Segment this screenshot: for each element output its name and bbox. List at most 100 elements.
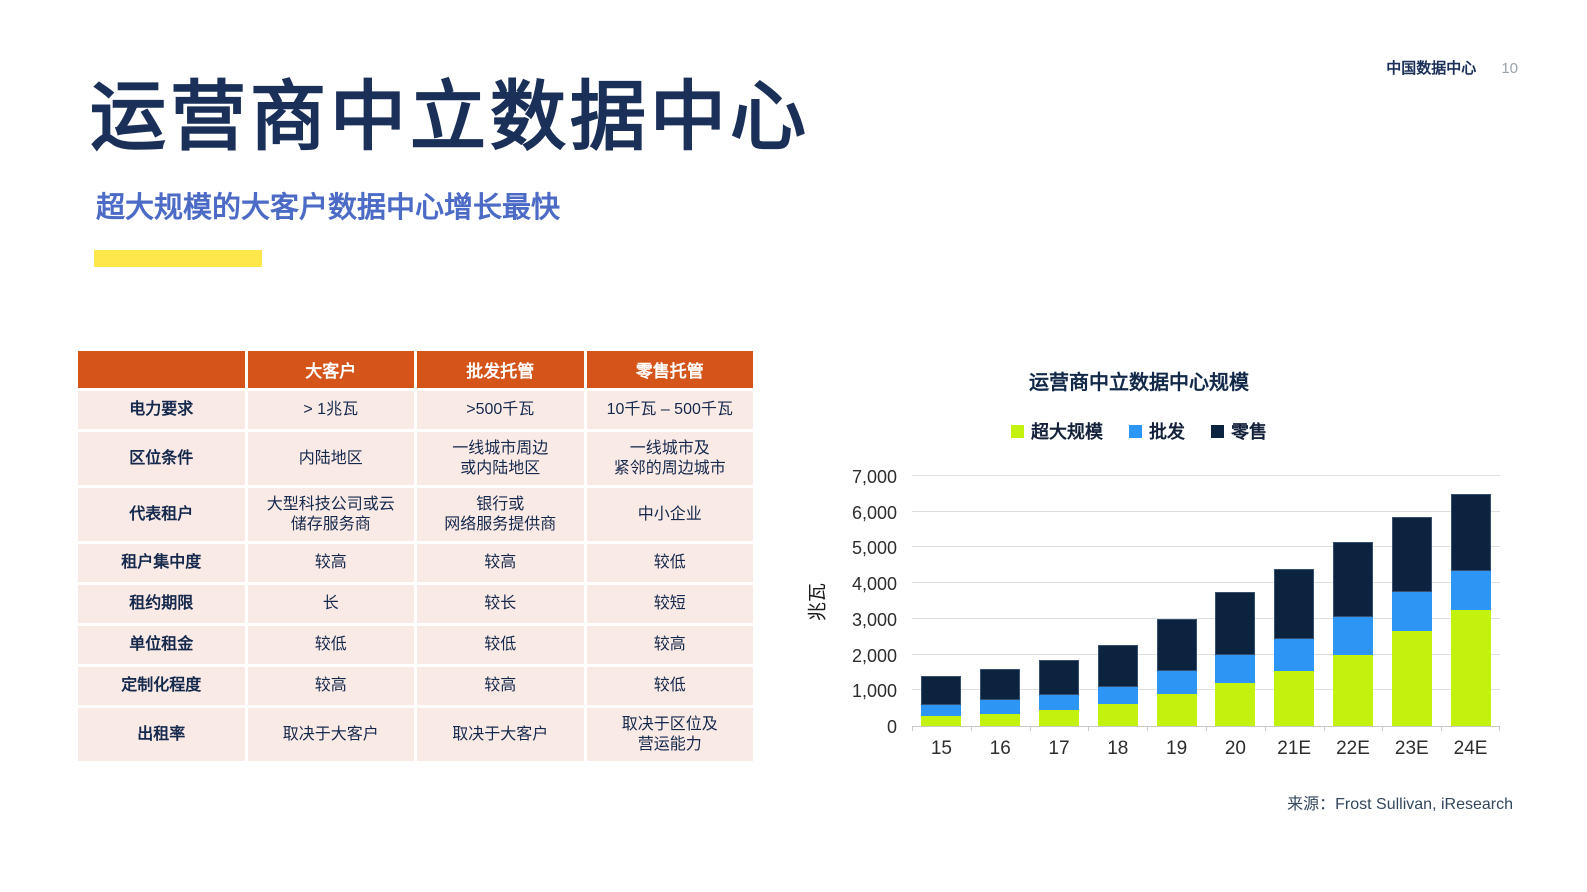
bar-segment-超大规模 [1097, 703, 1138, 726]
table-cell: 大型科技公司或云 储存服务商 [247, 488, 414, 542]
bar-16 [980, 669, 1021, 726]
gridline [912, 475, 1500, 476]
table-cell: 中小企业 [586, 488, 753, 542]
legend-label: 超大规模 [1031, 422, 1103, 442]
legend-label: 批发 [1149, 422, 1185, 442]
table-cell: 一线城市及 紧邻的周边城市 [586, 432, 753, 486]
bar-17 [1039, 659, 1079, 726]
table-row-label: 电力要求 [78, 391, 245, 429]
table-cell: 较长 [417, 585, 584, 624]
axis-tick [1147, 726, 1149, 731]
bar-segment-批发 [1391, 592, 1432, 632]
table-col-header: 零售托管 [586, 351, 753, 388]
bar-segment-批发 [1450, 570, 1491, 610]
bar-segment-超大规模 [1333, 654, 1373, 726]
y-axis-ticks: 0 1,000 2,000 3,000 4,000 5,000 6,000 7,000 [788, 467, 897, 737]
table-row-label: 区位条件 [78, 432, 245, 486]
axis-tick [1323, 726, 1325, 731]
bar-segment-超大规模 [1450, 609, 1491, 726]
table-cell: 取决于区位及 营运能力 [586, 708, 753, 762]
x-tick-label: 19 [1166, 738, 1188, 759]
y-tick-label: 3,000 [851, 609, 897, 630]
axis-tick [1029, 726, 1031, 731]
table-row-label: 租约期限 [78, 585, 245, 624]
bar-18 [1097, 644, 1138, 726]
bar-segment-批发 [1097, 687, 1138, 704]
table-row-label: 定制化程度 [78, 667, 245, 706]
chart-plot: 15 16 17 18 19 20 21E 22E 23E 24E [912, 475, 1500, 759]
bar-segment-批发 [1039, 695, 1079, 710]
table-cell: 较低 [586, 667, 753, 706]
y-tick-label: 0 [886, 717, 897, 737]
y-tick-label: 4,000 [851, 574, 897, 595]
y-tick-label: 6,000 [851, 502, 897, 523]
bar-segment-超大规模 [1156, 693, 1197, 726]
chart: 运营商中立数据中心规模 超大规模 批发 零售 兆瓦 0 1,000 2,000 3,000… [788, 358, 1500, 788]
y-tick-label: 5,000 [851, 538, 897, 559]
document-header: 中国数据中心 10 [1386, 57, 1518, 78]
bar-22E [1333, 542, 1373, 726]
table-row-label: 出租率 [78, 708, 245, 762]
table-cell: 银行或 网络服务提供商 [417, 488, 584, 542]
table-cell: > 1兆瓦 [247, 391, 414, 429]
doc-title: 中国数据中心 [1386, 60, 1477, 77]
legend-swatch-icon [1011, 424, 1024, 438]
legend-swatch-icon [1129, 424, 1142, 438]
bar-21E [1274, 568, 1315, 726]
bar-segment-超大规模 [980, 714, 1021, 726]
axis-tick [970, 726, 972, 731]
slide-subtitle: 超大规模的大客户数据中心增长最快 [96, 192, 561, 224]
bar-segment-零售 [1156, 618, 1197, 671]
table-cell: 较高 [417, 544, 584, 583]
axis-tick [912, 726, 913, 731]
bar-segment-批发 [1156, 670, 1197, 694]
legend-swatch-icon [1211, 424, 1224, 438]
legend-item: 超大规模 [1011, 418, 1103, 444]
bar-segment-批发 [1274, 638, 1315, 671]
bar-20 [1215, 592, 1256, 726]
bar-segment-批发 [1215, 654, 1256, 684]
axis-tick [1206, 726, 1207, 731]
page-number: 10 [1501, 60, 1518, 77]
table-row-label: 代表租户 [78, 488, 245, 542]
bar-segment-零售 [1039, 659, 1079, 696]
bar-19 [1156, 618, 1197, 726]
x-tick-label: 17 [1048, 738, 1070, 759]
bar-segment-零售 [1097, 644, 1138, 688]
table-cell: 10千瓦 – 500千瓦 [586, 391, 753, 429]
gridline [912, 546, 1500, 548]
table-cell: 内陆地区 [247, 432, 414, 486]
x-tick-label: 15 [930, 738, 952, 759]
chart-legend: 超大规模 批发 零售 [788, 418, 1490, 444]
table-cell: 较高 [247, 544, 414, 583]
accent-bar [94, 250, 262, 267]
y-tick-label: 7,000 [851, 467, 897, 487]
bar-segment-零售 [980, 669, 1021, 701]
table-row-label: 租户集中度 [78, 544, 245, 583]
bar-segment-零售 [1274, 568, 1315, 639]
chart-source: 来源：Frost Sullivan, iResearch [1287, 796, 1513, 813]
bar-segment-零售 [1450, 493, 1491, 571]
table-cell: >500千瓦 [417, 391, 584, 429]
legend-item: 零售 [1211, 418, 1267, 444]
table-cell: 较高 [586, 626, 753, 665]
bar-segment-超大规模 [1215, 683, 1256, 726]
table-row-label: 单位租金 [78, 626, 245, 665]
gridline [912, 510, 1500, 512]
y-tick-label: 2,000 [851, 645, 897, 666]
bar-23E [1391, 517, 1432, 726]
x-tick-label: 16 [989, 738, 1011, 759]
bar-15 [921, 676, 962, 726]
gridline [912, 582, 1500, 584]
bar-segment-零售 [1333, 542, 1373, 618]
table-cell: 一线城市周边 或内陆地区 [417, 432, 584, 486]
x-tick-label: 24E [1453, 738, 1488, 759]
table-cell: 较短 [586, 585, 753, 624]
legend-label: 零售 [1231, 422, 1267, 442]
table-cell: 取决于大客户 [417, 708, 584, 762]
gridline [912, 653, 1500, 655]
bar-segment-零售 [921, 676, 962, 706]
axis-tick [1441, 726, 1443, 731]
table-corner-cell [78, 351, 245, 388]
